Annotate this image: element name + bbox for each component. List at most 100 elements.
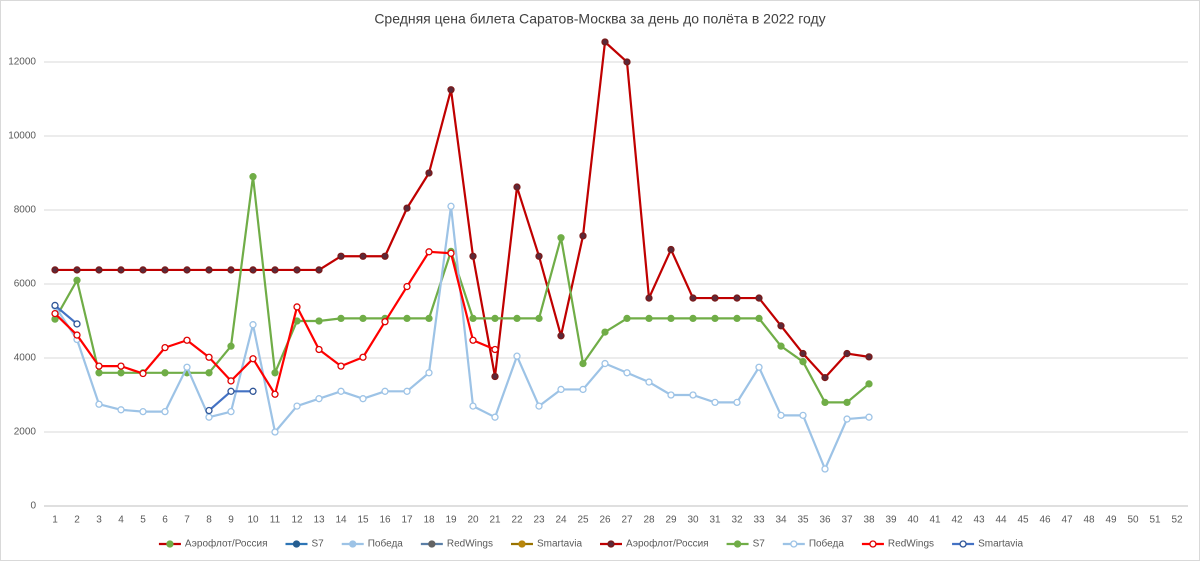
data-point [645,378,653,386]
legend-marker [518,540,526,548]
x-tick-label: 21 [489,515,501,526]
legend-marker [292,540,301,548]
x-tick-label: 50 [1127,515,1139,526]
data-point [733,314,741,323]
y-tick-label: 12000 [8,57,36,68]
data-point [227,377,235,385]
x-tick-label: 34 [775,515,787,526]
data-point [381,387,389,395]
x-tick-label: 36 [819,515,831,526]
x-tick-label: 18 [423,515,435,526]
data-point [117,362,125,370]
data-point [777,322,785,330]
data-point [601,38,609,46]
data-point [799,349,807,358]
data-point [73,331,81,339]
data-point [601,328,609,336]
x-tick-label: 25 [577,515,589,526]
data-point [821,465,829,473]
data-point [227,266,235,274]
data-point [95,400,103,408]
x-tick-label: 12 [291,515,303,526]
x-tick-label: 9 [228,515,234,526]
x-tick-label: 47 [1061,515,1073,526]
x-tick-label: 11 [270,515,281,526]
legend-label: Smartavia [978,539,1023,550]
data-point [447,202,455,210]
x-tick-label: 8 [206,515,212,526]
data-point [359,314,367,323]
legend-item: S7 [285,539,324,550]
x-tick-label: 46 [1039,515,1051,526]
data-point [865,413,873,421]
series [51,301,257,415]
x-tick-label: 27 [621,515,633,526]
data-point [777,411,785,419]
data-point [579,359,587,368]
x-tick-label: 23 [533,515,545,526]
data-point [799,411,807,419]
data-point [183,336,191,344]
data-point [205,353,213,361]
data-point [403,204,411,212]
x-tick-label: 16 [379,515,391,526]
y-tick-label: 8000 [14,205,37,216]
data-point [623,369,631,377]
x-tick-label: 10 [247,515,259,526]
data-point [535,252,543,260]
data-point [447,86,455,94]
y-tick-label: 4000 [14,353,37,364]
data-point [711,314,719,323]
data-point [821,398,829,407]
data-point [293,402,301,410]
data-point [425,369,433,377]
legend-marker [349,540,357,548]
data-point [799,358,807,366]
data-point [271,369,279,377]
data-point [425,169,433,177]
x-tick-label: 41 [929,515,941,526]
data-point [425,314,433,323]
data-point [843,415,851,423]
legend-marker [959,540,967,548]
data-point [249,355,257,363]
data-point [117,406,125,414]
data-point [73,276,81,284]
data-point [491,372,499,381]
data-point [535,402,543,410]
data-point [843,398,851,407]
data-point [205,413,213,421]
x-tick-label: 15 [357,515,369,526]
data-point [381,252,389,260]
x-tick-label: 39 [885,515,897,526]
legend-marker [166,540,174,548]
legend-label: S7 [753,539,766,550]
data-point [381,318,389,326]
data-point [623,314,631,323]
legend-item: Smartavia [952,539,1024,550]
data-point [139,369,147,378]
data-point [337,362,345,370]
legend-item: Аэрофлот/Россия [600,538,709,550]
x-tick-label: 4 [118,515,124,526]
legend-label: Победа [368,538,404,550]
data-point [689,294,697,302]
data-point [315,317,323,325]
x-tick-label: 42 [951,515,963,526]
data-point [359,353,367,361]
legend-marker [869,540,877,548]
data-point [645,314,653,323]
data-point [733,398,741,407]
data-point [491,345,499,354]
data-point [777,342,785,350]
data-point [865,380,873,388]
data-point [315,345,323,354]
y-tick-label: 10000 [8,131,36,142]
data-point [821,373,829,382]
data-point [293,266,301,274]
y-tick-label: 6000 [14,279,37,290]
data-point [755,314,763,323]
data-point [865,353,873,361]
